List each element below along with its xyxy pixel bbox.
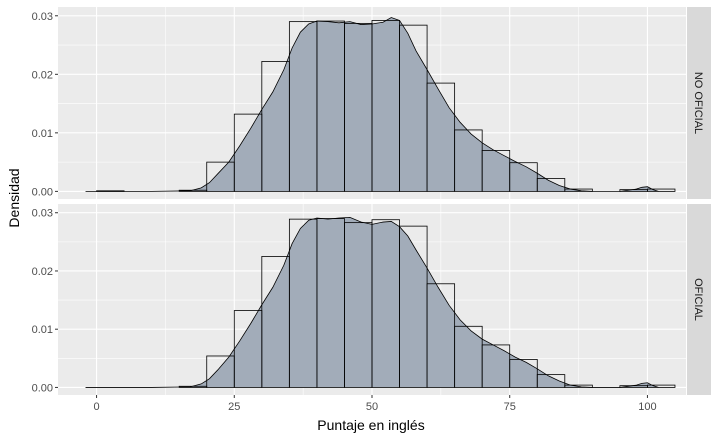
facet-panel: 0.00 0.01 0.02 0.03 NO OFICIAL (32, 7, 711, 199)
density-line (85, 17, 659, 192)
facet-panel: 0.00 0.01 0.02 0.03 OFICIAL (32, 204, 711, 395)
y-tick-label: 0.02 (32, 69, 53, 81)
histogram-bar (564, 188, 593, 192)
facet-strip (687, 7, 711, 199)
histogram-bar (647, 188, 676, 192)
x-tick-label: 50 (366, 401, 378, 413)
x-tick-label: 0 (93, 401, 99, 413)
y-tick-label: 0.03 (32, 11, 53, 23)
density-line (85, 216, 659, 388)
histogram-bar (647, 384, 676, 388)
x-tick-label: 75 (504, 401, 516, 413)
x-axis: 0 25 50 75 100 (93, 395, 657, 413)
y-axis-title: Densidad (6, 168, 22, 227)
y-tick-label: 0.03 (32, 208, 53, 220)
histogram-bar (536, 178, 566, 192)
x-tick-label: 100 (638, 401, 656, 413)
y-tick-label: 0.00 (32, 186, 53, 198)
y-tick-label: 0.01 (32, 324, 53, 336)
y-tick-label: 0.02 (32, 266, 53, 278)
facet-strip-label: NO OFICIAL (692, 72, 704, 134)
facet-strip (687, 204, 711, 395)
y-tick-label: 0.01 (32, 128, 53, 140)
facet-strip-label: OFICIAL (692, 278, 704, 321)
histogram-bar (564, 384, 593, 388)
histogram-bar (509, 359, 538, 388)
x-axis-title: Puntaje en inglés (317, 417, 424, 433)
y-tick-label: 0.00 (32, 382, 53, 394)
x-tick-label: 25 (228, 401, 240, 413)
histogram-bar (536, 374, 566, 388)
histogram-bar (509, 162, 538, 192)
